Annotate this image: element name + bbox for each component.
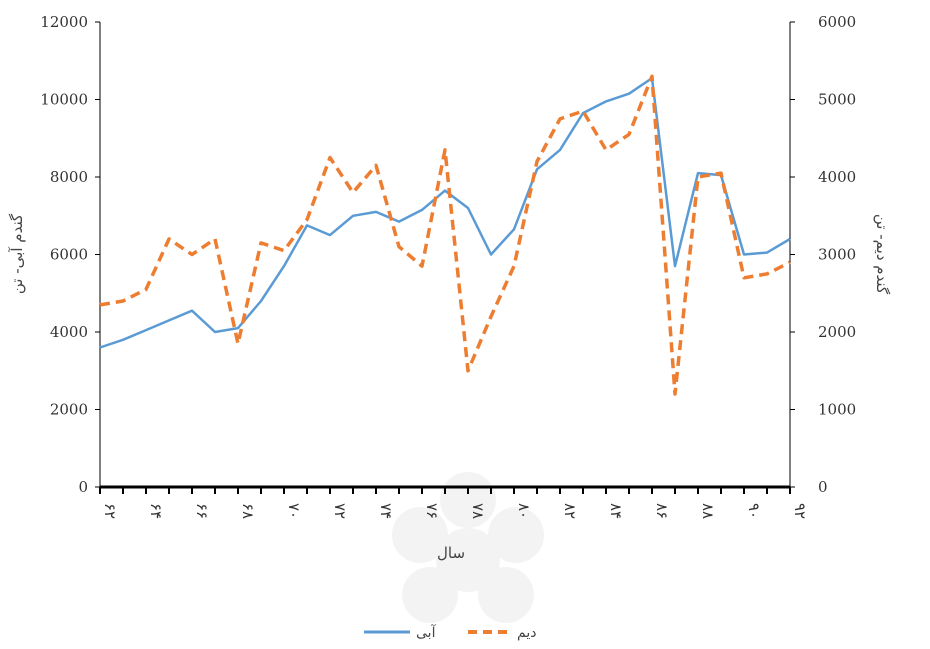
x-tick-label: ۶۴ <box>147 503 165 519</box>
x-tick-label: ۸۲ <box>561 503 579 519</box>
x-tick-label: ۶۲ <box>101 503 119 519</box>
axes-layer: 0 2000 4000 6000 8000 10000 12000 0 1000 2000 3000… <box>40 13 856 519</box>
y-left-tick-label: 2000 <box>50 401 88 419</box>
x-tick-label: ۷۶ <box>423 503 441 519</box>
legend-label-dim: دیم <box>517 625 536 641</box>
y-left-tick-label: 12000 <box>40 13 88 31</box>
series-line-abi <box>99 76 791 349</box>
y-left-tick-label: 0 <box>78 478 88 496</box>
y-right-tick-label: 3000 <box>818 246 856 264</box>
series-line-dim <box>99 74 791 396</box>
x-tick-label: ۸۶ <box>653 503 671 519</box>
y-right-tick-label: 1000 <box>818 401 856 419</box>
legend: دیم آبی <box>364 624 536 641</box>
y-left-tick-label: 10000 <box>40 91 88 109</box>
y-left-tick-label: 4000 <box>50 323 88 341</box>
y-axis-right-title: گندم دیم- تن <box>873 214 891 295</box>
legend-label-abi: آبی <box>416 624 437 641</box>
y-right-tick-label: 6000 <box>818 13 856 31</box>
series-layer <box>99 74 791 396</box>
x-tick-label: ۸۰ <box>515 503 533 519</box>
x-tick-label: ۶۶ <box>193 503 211 519</box>
y-right-tick-label: 2000 <box>818 323 856 341</box>
y-left-tick-label: 6000 <box>50 246 88 264</box>
y-left-tick-label: 8000 <box>50 168 88 186</box>
x-tick-label: ۷۸ <box>469 503 487 519</box>
background-watermark <box>392 472 544 623</box>
y-right-tick-label: 4000 <box>818 168 856 186</box>
x-tick-label: ۸۴ <box>607 503 625 519</box>
y-right-tick-label: 0 <box>818 478 828 496</box>
y-right-tick-label: 5000 <box>818 91 856 109</box>
x-tick-label: ۶۸ <box>239 503 257 519</box>
x-axis-title: سال <box>437 544 465 562</box>
x-tick-label: ۹۲ <box>791 503 809 519</box>
y-axis-left-title: گندم آبی- تن <box>8 213 26 294</box>
x-tick-label: ۸۸ <box>699 503 717 519</box>
x-tick-label: ۷۰ <box>285 503 303 519</box>
x-tick-label: ۷۴ <box>377 503 395 519</box>
x-tick-label: ۹۰ <box>745 503 763 519</box>
x-tick-label: ۷۲ <box>331 503 349 519</box>
